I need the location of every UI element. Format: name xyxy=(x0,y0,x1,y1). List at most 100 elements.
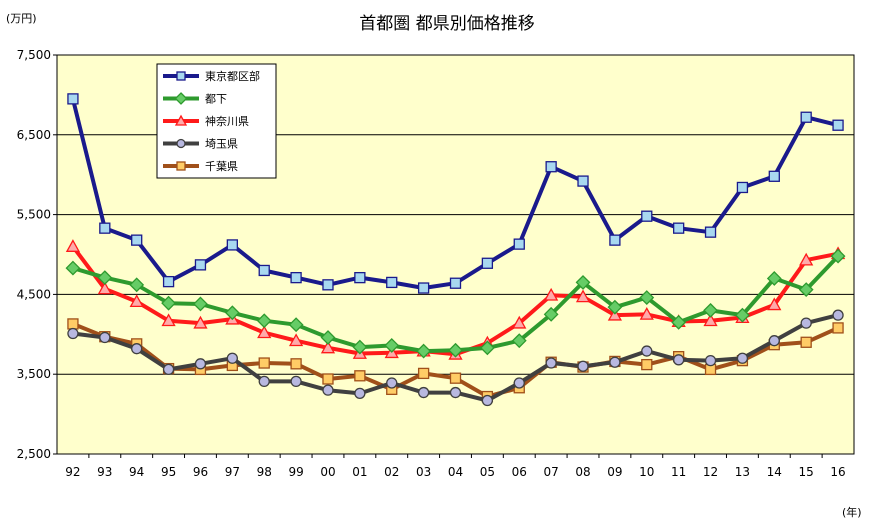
data-point xyxy=(194,259,207,271)
data-point xyxy=(354,370,366,382)
data-point xyxy=(575,289,591,303)
data-point xyxy=(479,340,495,356)
data-point xyxy=(354,271,366,284)
x-tick-label: 05 xyxy=(480,465,495,479)
data-point xyxy=(641,345,653,357)
data-point xyxy=(832,309,844,321)
data-point xyxy=(798,282,814,298)
legend-label: 都下 xyxy=(205,93,227,106)
data-point xyxy=(258,375,270,388)
data-point xyxy=(258,264,270,277)
data-point xyxy=(194,358,207,370)
data-point xyxy=(65,260,81,276)
data-point xyxy=(609,356,621,368)
x-tick-label: 10 xyxy=(639,465,654,479)
legend-swatch-marker xyxy=(174,114,188,126)
data-point xyxy=(417,367,430,380)
data-point xyxy=(288,317,304,333)
data-point xyxy=(639,307,654,320)
data-point xyxy=(735,307,750,323)
x-tick-label: 09 xyxy=(607,465,622,479)
data-point xyxy=(448,342,463,358)
data-point xyxy=(290,358,302,370)
legend-swatch-marker xyxy=(174,92,188,105)
x-axis-unit: (年) xyxy=(842,505,862,519)
data-point xyxy=(673,354,685,366)
data-point xyxy=(131,343,143,355)
legend-item: 神奈川県 xyxy=(163,114,249,128)
data-point xyxy=(417,386,430,399)
y-tick-label: 4,500 xyxy=(17,287,51,301)
x-tick-label: 98 xyxy=(257,465,272,479)
data-point xyxy=(800,111,812,123)
data-point xyxy=(290,375,302,388)
data-point xyxy=(481,257,494,269)
data-point xyxy=(384,338,400,353)
data-point xyxy=(449,372,462,384)
legend-item: 都下 xyxy=(163,92,227,106)
data-point xyxy=(354,387,366,400)
data-point xyxy=(609,234,621,246)
legend-swatch-marker xyxy=(176,138,186,149)
data-point xyxy=(290,271,302,284)
x-tick-label: 06 xyxy=(512,465,527,479)
legend-item: 千葉県 xyxy=(163,159,238,173)
data-point xyxy=(800,317,812,329)
y-tick-label: 6,500 xyxy=(17,128,51,142)
x-tick-label: 02 xyxy=(384,465,399,479)
x-tick-label: 95 xyxy=(161,465,176,479)
data-point xyxy=(511,333,527,349)
data-point xyxy=(67,327,79,340)
data-point xyxy=(766,271,782,286)
data-point xyxy=(767,297,782,311)
data-point xyxy=(288,333,304,347)
x-tick-label: 99 xyxy=(288,465,303,479)
x-tick-label: 94 xyxy=(129,465,144,479)
legend-label: 埼玉県 xyxy=(205,137,238,151)
data-point xyxy=(449,386,462,399)
series-4 xyxy=(67,309,844,407)
data-point xyxy=(322,373,334,385)
legend-item: 東京都区部 xyxy=(163,69,260,83)
data-point xyxy=(639,290,655,306)
data-point xyxy=(417,282,430,294)
data-point xyxy=(671,314,687,330)
data-point xyxy=(322,279,334,291)
data-point xyxy=(830,248,846,264)
data-point xyxy=(544,287,559,301)
x-tick-label: 07 xyxy=(543,465,558,479)
x-tick-label: 00 xyxy=(320,465,335,479)
y-tick-label: 5,500 xyxy=(17,208,51,222)
data-point xyxy=(256,313,272,329)
data-point xyxy=(704,354,717,367)
data-point xyxy=(577,360,589,372)
x-tick-label: 03 xyxy=(416,465,431,479)
data-point xyxy=(65,239,81,252)
series-layer xyxy=(65,93,846,407)
data-point xyxy=(97,270,113,286)
legend-swatch-marker xyxy=(176,161,186,171)
data-point xyxy=(67,93,79,105)
data-point xyxy=(258,357,270,369)
data-point xyxy=(162,363,175,376)
data-point xyxy=(545,357,557,369)
data-point xyxy=(575,275,591,290)
series-1 xyxy=(67,93,844,294)
data-point xyxy=(99,222,111,234)
data-point xyxy=(161,313,176,327)
data-point xyxy=(320,340,336,354)
data-point xyxy=(832,119,844,131)
data-point xyxy=(129,294,144,308)
x-tick-label: 08 xyxy=(575,465,590,479)
data-point xyxy=(162,275,175,288)
data-point xyxy=(577,175,589,187)
x-tick-label: 93 xyxy=(97,465,112,479)
data-point xyxy=(641,210,653,222)
data-point xyxy=(99,331,111,344)
data-point xyxy=(703,302,718,318)
data-point xyxy=(736,352,749,364)
data-point xyxy=(800,336,812,348)
legend-label: 東京都区部 xyxy=(205,69,260,83)
data-point xyxy=(703,313,718,327)
data-point xyxy=(768,335,780,347)
